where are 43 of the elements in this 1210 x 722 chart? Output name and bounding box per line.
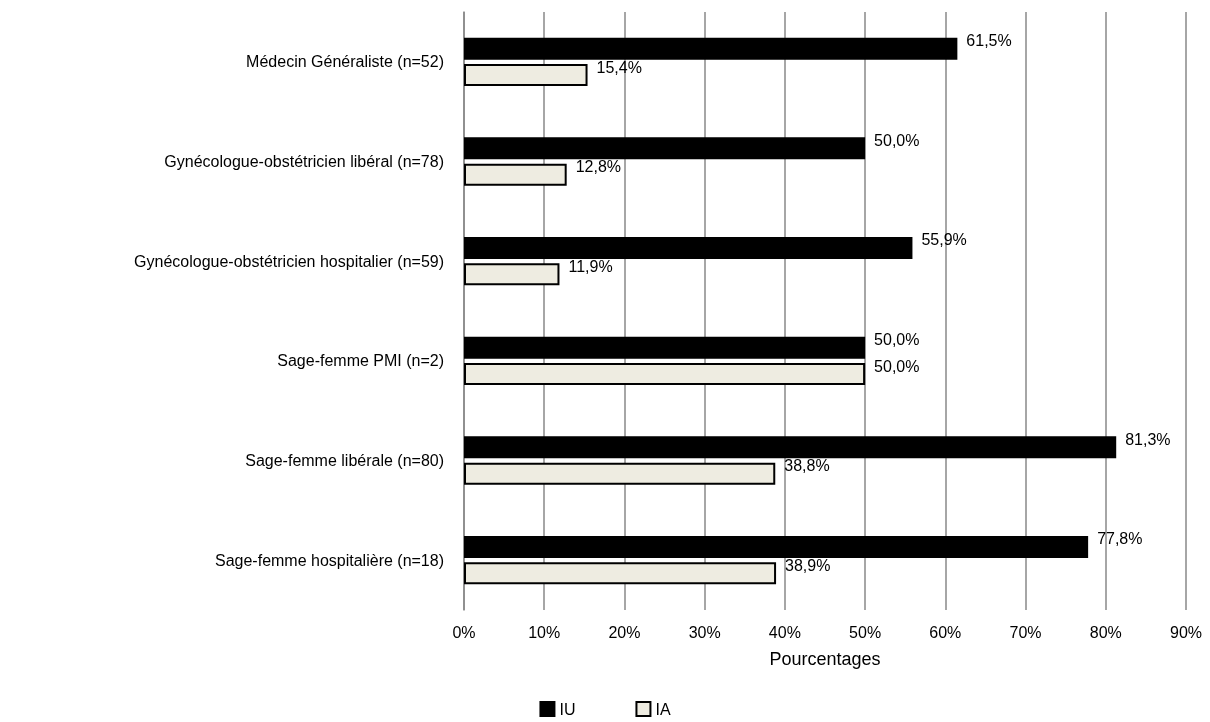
data-label: 50,0%: [874, 357, 920, 375]
y-tick-label: Gynécologue-obstétricien hospitalier (n=59): [134, 252, 444, 270]
bar: [464, 37, 958, 60]
y-tick-label: Sage-femme PMI (n=2): [277, 352, 444, 370]
y-tick-label: Gynécologue-obstétricien libéral (n=78): [164, 153, 444, 170]
x-tick-label: 70%: [1009, 623, 1042, 641]
bar: [464, 64, 588, 87]
bar: [464, 562, 777, 585]
bar: [464, 363, 866, 386]
x-tick-label: 0%: [452, 623, 476, 641]
data-label: 11,9%: [568, 257, 613, 275]
data-label: 81,3%: [1125, 430, 1171, 448]
data-label: 50,0%: [874, 131, 920, 149]
data-label: 15,4%: [596, 58, 642, 76]
bar: [464, 436, 1117, 459]
x-tick-label: 20%: [608, 623, 641, 641]
bar: [464, 535, 1089, 558]
bar: [464, 236, 913, 259]
data-label: 61,5%: [966, 32, 1012, 50]
legend-label: IU: [559, 700, 576, 718]
data-label: 55,9%: [921, 231, 967, 249]
data-label: 50,0%: [874, 331, 920, 349]
x-tick-label: 60%: [929, 623, 962, 641]
data-label: 38,9%: [785, 556, 831, 574]
x-tick-label: 50%: [849, 623, 882, 641]
x-axis-title: Pourcentages: [769, 649, 881, 669]
y-tick-label: Sage-femme libérale (n=80): [245, 452, 444, 469]
data-label: 77,8%: [1097, 530, 1143, 548]
x-tick-label: 80%: [1089, 623, 1122, 641]
x-tick-label: 40%: [768, 623, 801, 641]
data-label: 38,8%: [784, 457, 830, 475]
bar: [464, 336, 866, 359]
y-tick-label: Sage-femme hospitalière (n=18): [214, 551, 444, 569]
x-tick-label: 10%: [528, 623, 561, 641]
legend-label: IA: [655, 700, 671, 718]
x-tick-label: 30%: [688, 623, 721, 641]
data-label: 12,8%: [575, 158, 622, 176]
x-tick-label: 90%: [1169, 623, 1203, 641]
bar: [464, 462, 776, 485]
y-tick-label: Médecin Généraliste (n=52): [246, 53, 444, 71]
bar: [464, 263, 560, 286]
bar: [464, 163, 567, 186]
bar: [464, 137, 866, 160]
